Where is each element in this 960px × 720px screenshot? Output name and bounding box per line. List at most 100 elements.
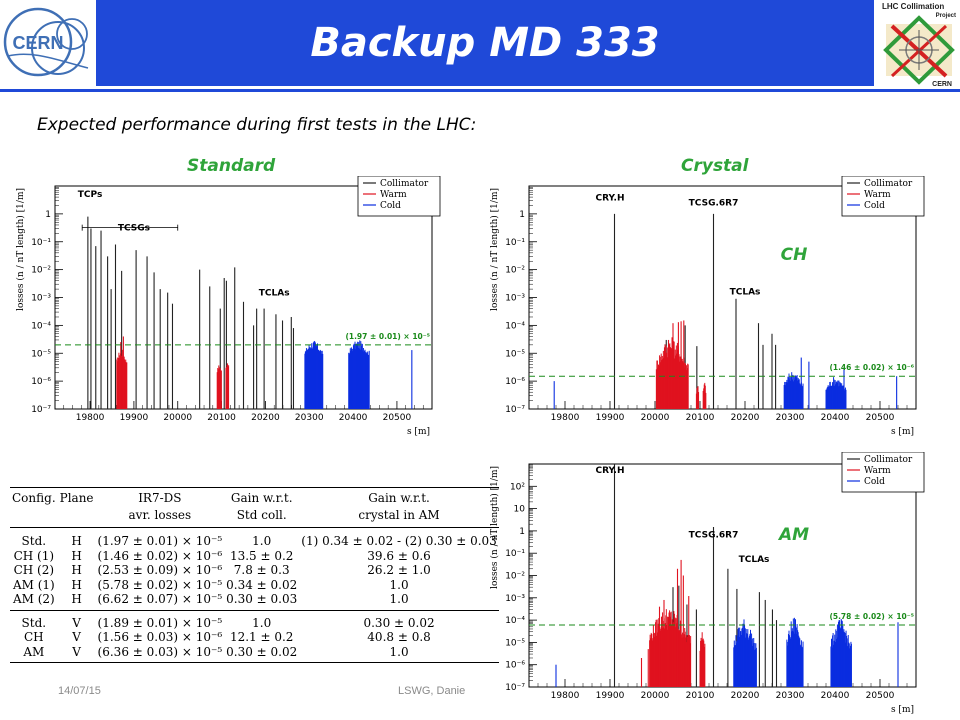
cell-gain-am: (1) 0.34 ± 0.02 - (2) 0.30 ± 0.03 xyxy=(301,534,497,548)
cell-config: AM (2) xyxy=(10,592,58,611)
cell-gain-std: 7.8 ± 0.3 xyxy=(233,563,290,577)
x-tick-label: 19900 xyxy=(120,413,149,423)
x-tick-label: 19800 xyxy=(551,691,580,701)
y-tick-label: 10⁻¹ xyxy=(505,238,525,248)
cell-gain-am: 26.2 ± 1.0 xyxy=(367,563,431,577)
cell-gain-std: 1.0 xyxy=(252,534,272,548)
cell-gain-std: 12.1 ± 0.2 xyxy=(229,630,294,644)
element-annotation: TCPs xyxy=(78,190,103,200)
legend-entry: Warm xyxy=(864,190,891,200)
y-tick-label: 10⁻⁵ xyxy=(31,349,51,359)
standard-column-label: Standard xyxy=(187,156,276,176)
title-bar: Backup MD 333 xyxy=(96,0,874,86)
legend-entry: Warm xyxy=(380,190,407,200)
series-collimator xyxy=(87,216,295,409)
y-tick-label: 10⁻³ xyxy=(505,594,525,604)
lhc-logo-line1: LHC Collimation xyxy=(882,2,944,11)
cell-config: CH xyxy=(23,630,44,644)
table-row: Std. V (1.89 ± 0.01) × 10⁻⁵ 1.0 0.30 ± 0.02 xyxy=(10,610,499,630)
legend-entry: Collimator xyxy=(864,179,913,189)
cell-plane: V xyxy=(72,615,81,630)
lhc-collimation-logo-icon: LHC Collimation Project CERN xyxy=(878,0,960,88)
regime-label: CH xyxy=(781,245,808,265)
th-gain-std: Gain w.r.t. xyxy=(224,487,300,507)
x-axis-label: s [m] xyxy=(891,705,914,715)
reference-line-label: (5.78 ± 0.02) × 10⁻⁵ xyxy=(829,612,914,621)
th-ir7: IR7-DS xyxy=(95,487,225,507)
x-tick-label: 20100 xyxy=(686,413,715,423)
cell-losses: (2.53 ± 0.09) × 10⁻⁶ xyxy=(97,563,223,577)
cell-config: CH (2) xyxy=(13,563,55,577)
reference-line-label: (1.46 ± 0.02) × 10⁻⁶ xyxy=(829,363,914,372)
th-config: Config. xyxy=(10,487,58,507)
cell-gain-am: 39.6 ± 0.6 xyxy=(367,548,431,563)
cell-config: AM xyxy=(10,644,58,663)
y-axis-label: losses (n / nT length) [1/m] xyxy=(15,188,26,311)
cell-gain-std: 0.30 ± 0.03 xyxy=(224,592,300,611)
slide-header: CERN Backup MD 333 LHC Collimation Proje… xyxy=(0,0,960,92)
table-subheader-row: avr. losses Std coll. crystal in AM xyxy=(10,507,499,528)
th-gain-am-sub: crystal in AM xyxy=(299,507,499,528)
y-tick-label: 10⁻⁴ xyxy=(505,321,525,331)
table-row: CH (1) H (1.46 ± 0.02) × 10⁻⁶ 13.5 ± 0.2 39.… xyxy=(10,549,499,564)
cell-plane: H xyxy=(71,548,82,563)
y-tick-label: 10⁻² xyxy=(31,266,51,276)
x-tick-label: 20000 xyxy=(641,691,670,701)
table-row: AM V (6.36 ± 0.03) × 10⁻⁵ 0.30 ± 0.02 1.0 xyxy=(10,644,499,663)
cell-config: CH (1) xyxy=(13,548,55,563)
performance-table: Config. Plane IR7-DS Gain w.r.t. Gain w.… xyxy=(10,487,499,663)
x-axis-label: s [m] xyxy=(407,427,430,436)
legend-entry: Cold xyxy=(864,201,885,211)
series-cold xyxy=(553,357,898,409)
plot-frame xyxy=(528,185,917,410)
y-tick-label: 10⁻⁶ xyxy=(31,377,51,387)
cell-gain-am: 0.30 ± 0.02 xyxy=(363,615,435,630)
y-tick-label: 10⁻⁴ xyxy=(31,321,51,331)
element-annotation: TCLAs xyxy=(730,287,761,297)
y-tick-label: 10⁻¹ xyxy=(31,238,51,248)
y-tick-label: 10⁻⁵ xyxy=(505,638,525,648)
cern-logo-icon: CERN xyxy=(2,2,92,86)
th-plane: Plane xyxy=(57,487,96,507)
cell-plane: H xyxy=(57,592,96,611)
y-tick-label: 1 xyxy=(519,527,525,537)
cell-gain-am: 1.0 xyxy=(299,592,499,611)
y-axis-label: losses (n / nT length) [1/m] xyxy=(489,188,500,311)
standard-loss-map-chart: 10⁻⁷ 10⁻⁶ 10⁻⁵ 10⁻⁴ 10⁻³ 10⁻² 10⁻¹ 1 19800 19900 2… xyxy=(15,176,441,436)
cell-losses: (6.36 ± 0.03) × 10⁻⁵ xyxy=(95,644,225,663)
cell-plane: V xyxy=(57,644,96,663)
cell-gain-std: 0.34 ± 0.02 xyxy=(226,577,298,592)
y-tick-label: 10⁻⁶ xyxy=(505,661,525,671)
table-row: AM (1) H (5.78 ± 0.02) × 10⁻⁵ 0.34 ± 0.02 1.… xyxy=(10,578,499,593)
footer-date: 14/07/15 xyxy=(58,685,101,697)
element-annotation: TCSG.6R7 xyxy=(689,198,739,208)
cell-losses: (6.62 ± 0.07) × 10⁻⁵ xyxy=(95,592,225,611)
cell-losses: (5.78 ± 0.02) × 10⁻⁵ xyxy=(97,577,223,592)
cell-plane: V xyxy=(72,630,81,644)
cell-gain-std: 13.5 ± 0.2 xyxy=(229,548,294,563)
series-cold xyxy=(555,617,899,687)
slide-subtitle: Expected performance during first tests … xyxy=(37,115,477,135)
y-tick-label: 10⁻⁷ xyxy=(31,405,51,415)
regime-label: AM xyxy=(777,525,809,545)
lhc-logo-line3: CERN xyxy=(932,81,952,88)
element-annotation: TCSGs xyxy=(118,224,150,234)
cell-gain-am: 1.0 xyxy=(299,644,499,663)
y-tick-label: 10² xyxy=(510,482,525,492)
legend-entry: Collimator xyxy=(380,179,429,189)
element-annotation: TCSG.6R7 xyxy=(689,531,739,541)
legend-entry: Collimator xyxy=(864,455,913,465)
reference-line-label: (1.97 ± 0.01) × 10⁻⁵ xyxy=(345,332,430,341)
crystal-ch-loss-map-chart: 10⁻⁷ 10⁻⁶ 10⁻⁵ 10⁻⁴ 10⁻³ 10⁻² 10⁻¹ 1 19800 19900 2… xyxy=(489,176,925,436)
cell-config: Std. xyxy=(21,534,47,548)
x-tick-label: 20000 xyxy=(641,413,670,423)
x-tick-label: 20100 xyxy=(207,413,236,423)
x-tick-label: 20300 xyxy=(776,691,805,701)
cell-losses: (1.97 ± 0.01) × 10⁻⁵ xyxy=(97,534,223,548)
table-row: CH (2) H (2.53 ± 0.09) × 10⁻⁶ 7.8 ± 0.3 26.2… xyxy=(10,563,499,578)
table-row: CH V (1.56 ± 0.03) × 10⁻⁶ 12.1 ± 0.2 40.8 ± … xyxy=(10,630,499,645)
cell-config: Std. xyxy=(21,615,47,630)
x-tick-label: 20300 xyxy=(295,413,324,423)
